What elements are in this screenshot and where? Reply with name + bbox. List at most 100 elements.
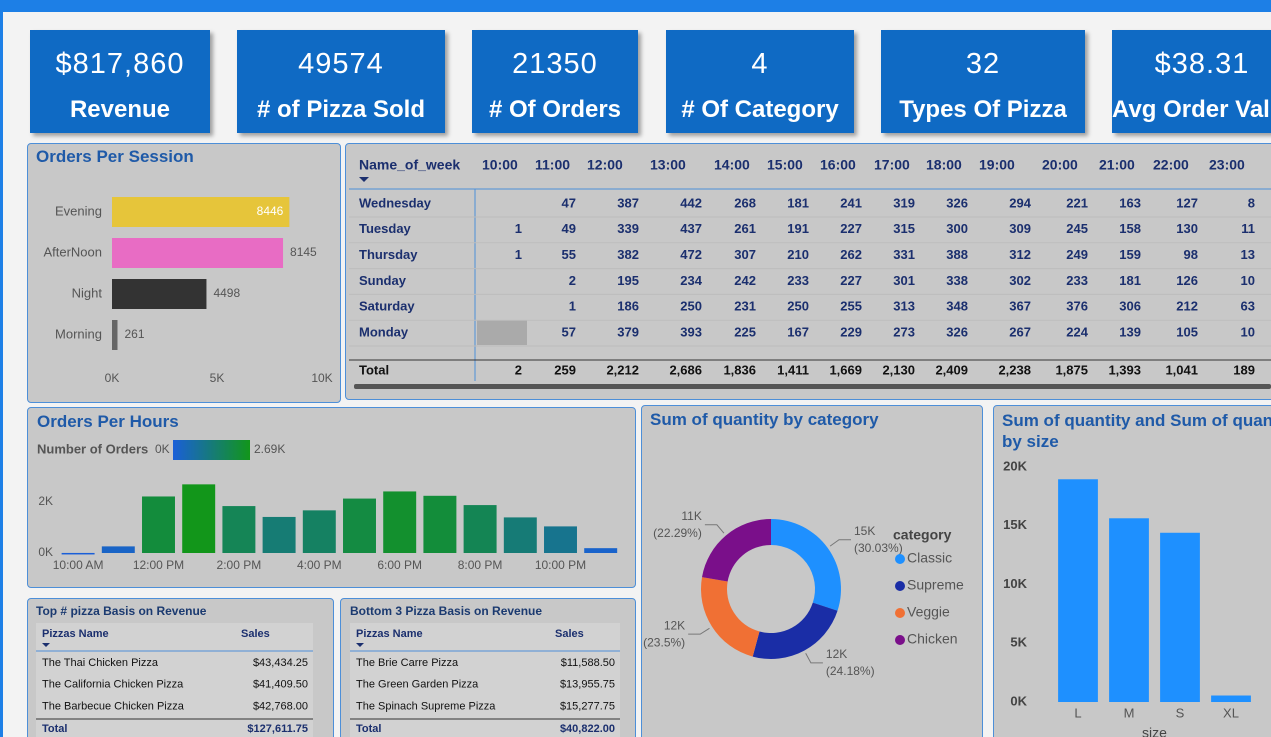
matrix-cell: 163 — [1119, 195, 1141, 210]
table-total: $40,822.00 — [560, 723, 615, 735]
matrix-column-header: 17:00 — [874, 157, 910, 173]
y-tick-label: 0K — [1010, 693, 1027, 708]
data-label: 11K — [681, 509, 701, 523]
legend-marker — [895, 581, 905, 591]
data-label-percent: (22.29%) — [653, 526, 702, 540]
cell-highlight — [477, 320, 527, 345]
table-total: Total — [42, 723, 67, 735]
data-label: 12K — [826, 647, 847, 661]
matrix-row-label: Wednesday — [359, 195, 432, 210]
kpi-card: 49574 # of Pizza Sold — [237, 30, 445, 133]
data-label-percent: (24.18%) — [826, 664, 875, 678]
matrix-total-cell: 2,238 — [998, 362, 1031, 377]
table-cell: $15,277.75 — [560, 700, 615, 712]
matrix-total-cell: 2 — [515, 362, 522, 377]
kpi-value: 49574 — [298, 48, 384, 80]
matrix-cell: 47 — [562, 195, 576, 210]
matrix-cell: 242 — [734, 273, 756, 288]
kpi-value: 4 — [751, 48, 769, 80]
matrix-cell: 437 — [680, 221, 702, 236]
legend-label: Supreme — [907, 577, 964, 593]
x-tick-label: 10:00 PM — [535, 558, 586, 572]
matrix-cell: 267 — [1009, 324, 1031, 339]
kpi-label: # Of Orders — [488, 96, 622, 123]
matrix-cell: 268 — [734, 195, 756, 210]
donut-slice — [702, 519, 771, 582]
matrix-cell: 234 — [680, 273, 702, 288]
matrix-column-header: 16:00 — [820, 157, 856, 173]
matrix-cell: 233 — [787, 273, 809, 288]
x-tick-label: 4:00 PM — [297, 558, 342, 572]
matrix-row-label: Monday — [359, 324, 409, 339]
matrix-column-header: 18:00 — [926, 157, 962, 173]
chart-title: Orders Per Hours — [37, 412, 179, 431]
leader-line — [805, 653, 823, 664]
category-label: Evening — [55, 203, 102, 218]
top-bar — [0, 0, 1271, 12]
category-label: Morning — [55, 326, 102, 341]
matrix-column-header: 10:00 — [482, 157, 518, 173]
data-label: 12K — [664, 618, 685, 632]
value-label: 8145 — [290, 245, 317, 259]
bar — [1058, 479, 1098, 702]
x-tick-label: 8:00 PM — [458, 558, 503, 572]
matrix-cell: 167 — [787, 324, 809, 339]
matrix-cell: 331 — [893, 247, 915, 262]
table-header: Sales — [555, 628, 584, 640]
x-axis-label: size — [1142, 725, 1167, 737]
x-tick-label: XL — [1223, 705, 1239, 720]
x-tick-label: L — [1074, 705, 1081, 720]
matrix-cell: 13 — [1241, 247, 1255, 262]
bar — [423, 495, 457, 553]
matrix-cell: 212 — [1176, 299, 1198, 314]
legend-label: Veggie — [907, 604, 950, 620]
bar — [262, 516, 296, 553]
leader-line — [688, 627, 710, 635]
data-label: 15K — [854, 524, 875, 538]
matrix-row-label: Tuesday — [359, 221, 412, 236]
matrix-cell: 338 — [946, 273, 968, 288]
matrix-cell: 225 — [734, 324, 756, 339]
matrix-total-cell: 259 — [554, 362, 576, 377]
panel — [27, 407, 636, 588]
matrix-column-header: 13:00 — [650, 157, 686, 173]
table-cell: $41,409.50 — [253, 679, 308, 691]
matrix-total-label: Total — [359, 362, 389, 377]
bar — [544, 526, 577, 553]
matrix-column-header: 22:00 — [1153, 157, 1189, 173]
sort-arrow — [356, 643, 364, 647]
bar — [503, 517, 537, 553]
bar — [343, 498, 376, 553]
matrix-cell: 1 — [515, 247, 522, 262]
y-tick-label: 20K — [1003, 458, 1027, 473]
kpi-label: Revenue — [69, 96, 171, 123]
matrix-cell: 1 — [515, 221, 522, 236]
x-tick-label: 2:00 PM — [217, 558, 262, 572]
table-cell: $43,434.25 — [253, 657, 308, 669]
matrix-cell: 472 — [680, 247, 702, 262]
matrix-cell: 312 — [1009, 247, 1031, 262]
matrix-column-header: 14:00 — [714, 157, 750, 173]
y-tick-label: 5K — [1010, 635, 1027, 650]
legend-marker — [895, 608, 905, 618]
matrix-row-header: Name_of_week — [359, 157, 460, 173]
leader-line — [829, 539, 852, 547]
matrix-cell: 250 — [680, 299, 702, 314]
matrix-cell: 191 — [787, 221, 809, 236]
matrix-cell: 319 — [893, 195, 915, 210]
bar — [101, 546, 135, 553]
matrix-column-header: 19:00 — [979, 157, 1015, 173]
matrix-cell: 1 — [569, 299, 576, 314]
matrix-cell: 126 — [1176, 273, 1198, 288]
table-title: Top # pizza Basis on Revenue — [36, 604, 207, 618]
legend-max: 2.69K — [254, 442, 285, 456]
value-label: 4498 — [213, 286, 240, 300]
scrollbar — [354, 384, 1271, 389]
matrix-cell: 262 — [840, 247, 862, 262]
kpi-value: 21350 — [512, 48, 598, 80]
matrix-cell: 10 — [1241, 324, 1255, 339]
matrix-cell: 306 — [1119, 299, 1141, 314]
bar — [61, 552, 95, 555]
matrix-total-cell: 2,130 — [882, 362, 915, 377]
